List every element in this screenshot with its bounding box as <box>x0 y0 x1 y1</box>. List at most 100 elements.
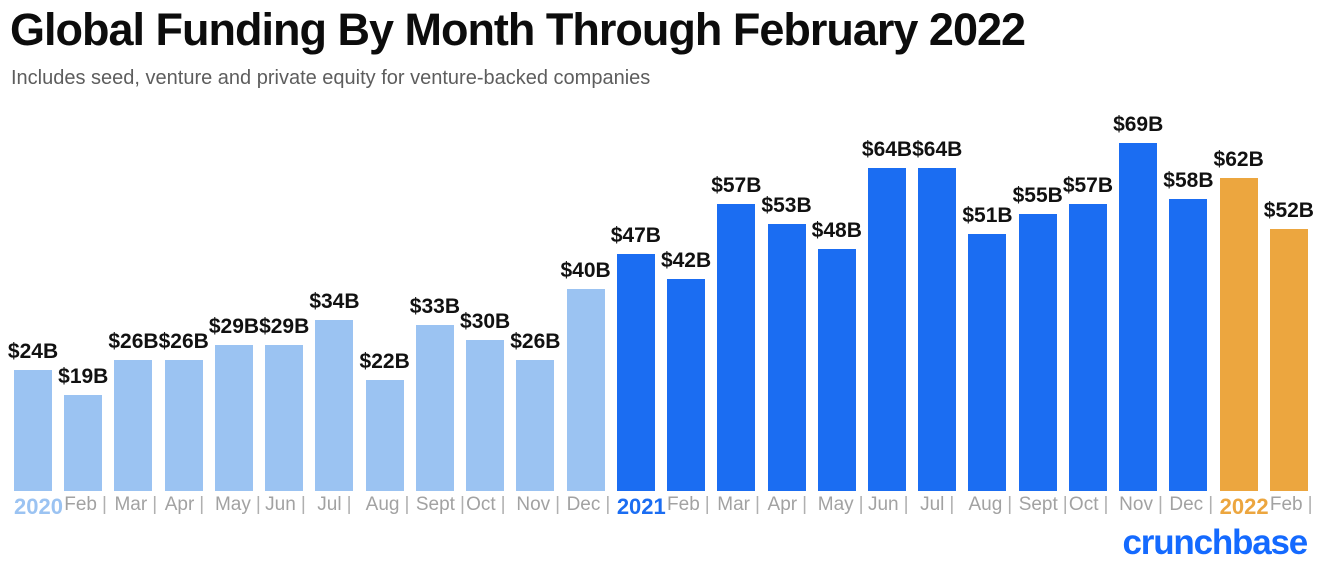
axis-year-label-2021: 2021 <box>617 494 666 520</box>
axis-tick-separator: | <box>459 494 465 515</box>
axis-tick-separator: | <box>555 494 561 515</box>
bar-column-2020-feb: $19B <box>58 365 108 491</box>
axis-label-text: Oct <box>1068 494 1099 515</box>
axis-label-text: Apr <box>164 494 195 515</box>
bar-2021-mar <box>717 203 756 491</box>
bar-2022-jan <box>1219 178 1258 491</box>
bar-column-2021-mar: $57B <box>711 174 761 491</box>
bar-2020-apr <box>164 359 203 491</box>
chart-title: Global Funding By Month Through February… <box>10 4 1026 55</box>
axis-tick-separator: | <box>704 494 710 515</box>
axis-month-label: Sept | <box>416 494 465 520</box>
bar-2020-jun <box>265 344 304 491</box>
bar-value-label: $29B <box>208 314 260 338</box>
axis-tick-separator: | <box>605 494 611 515</box>
axis-label-text: 2022 <box>1219 494 1269 519</box>
axis-label-text: May <box>214 494 251 515</box>
bar-value-label: $33B <box>409 294 460 318</box>
axis-label-text: Feb <box>1269 494 1303 515</box>
axis-month-label: Jun | <box>265 494 306 520</box>
bar-value-label: $40B <box>560 259 611 283</box>
bar-column-2020-jul: $34B <box>309 290 360 491</box>
bar-column-2021-oct: $57B <box>1063 174 1113 491</box>
bar-column-2022-jan: $62B <box>1214 148 1264 491</box>
axis-month-label: Jul | <box>315 494 353 520</box>
axis-month-label: Apr | <box>768 494 808 520</box>
bar-2021-sept <box>1018 213 1057 491</box>
bar-column-2021-apr: $53B <box>761 194 812 491</box>
axis-label-text: Jul <box>920 494 945 515</box>
bar-value-label: $52B <box>1263 198 1314 222</box>
axis-tick-separator: | <box>1007 494 1013 515</box>
bar-column-2020-may: $29B <box>209 315 259 491</box>
axis-month-label: May | <box>214 494 261 520</box>
bar-value-label: $19B <box>58 365 109 389</box>
axis-label-text: Mar <box>717 494 751 515</box>
bar-value-label: $26B <box>510 329 561 353</box>
axis-month-label: Mar | <box>114 494 157 520</box>
bar-2021-jan <box>616 254 655 491</box>
bar-value-label: $47B <box>610 224 661 247</box>
bar-value-label: $24B <box>7 340 59 363</box>
bar-column-2021-may: $48B <box>812 219 862 491</box>
axis-month-label: Aug | <box>968 494 1012 520</box>
axis-label-text: Feb <box>64 494 97 515</box>
axis-label-text: Jun <box>265 494 296 515</box>
bar-column-2020-mar: $26B <box>108 330 159 491</box>
bar-value-label: $30B <box>460 309 511 333</box>
axis-label-text: Jun <box>867 494 899 515</box>
bar-2021-apr <box>767 223 806 491</box>
bar-value-label: $62B <box>1213 148 1264 172</box>
bar-column-2020-dec: $40B <box>560 259 611 491</box>
bar-value-label: $22B <box>359 350 410 373</box>
axis-label-text: Nov <box>1119 494 1153 515</box>
axis-tick-separator: | <box>199 494 205 515</box>
crunchbase-logo: crunchbase <box>1122 523 1309 562</box>
bar-2020-mar <box>114 359 153 491</box>
axis-label-text: Dec <box>566 494 601 515</box>
axis-tick-separator: | <box>346 494 352 515</box>
bar-value-label: $42B <box>660 249 712 273</box>
axis-tick-separator: | <box>500 494 506 515</box>
bar-2020-aug <box>365 380 404 491</box>
bar-2020-oct <box>466 339 505 491</box>
axis-tick-separator: | <box>1157 494 1163 515</box>
axis-label-text: Sept <box>1018 494 1058 515</box>
axis-label-text: Nov <box>516 494 551 515</box>
bar-2022-feb <box>1269 228 1308 491</box>
bar-2020-may <box>214 344 253 491</box>
axis-year-label-2022: 2022 <box>1220 494 1269 520</box>
bar-column-2021-aug: $51B <box>962 204 1013 491</box>
bar-value-label: $58B <box>1163 168 1214 192</box>
bar-2021-aug <box>968 233 1007 491</box>
axis-tick-separator: | <box>1103 494 1109 515</box>
bar-2020-jul <box>315 319 354 491</box>
axis-label-text: Mar <box>114 494 148 515</box>
bar-column-2020-oct: $30B <box>460 310 510 491</box>
axis-label-text: Aug <box>365 494 400 515</box>
bar-2021-may <box>817 248 856 491</box>
bar-2021-nov <box>1119 143 1158 491</box>
bar-2021-oct <box>1068 203 1107 491</box>
axis-label-text: Dec <box>1169 494 1204 515</box>
axis-month-label: Mar | <box>717 494 760 520</box>
bar-value-label: $34B <box>309 289 360 313</box>
axis-month-label: Nov | <box>516 494 560 520</box>
axis-month-label: Feb | <box>64 494 107 520</box>
axis-label-text: Oct <box>466 494 496 515</box>
bar-2021-dec <box>1169 198 1208 491</box>
bar-2020-sept <box>415 324 454 491</box>
axis-tick-separator: | <box>1062 494 1068 515</box>
bar-value-label: $55B <box>1012 183 1063 207</box>
axis-month-label: Apr | <box>164 494 205 520</box>
bar-column-2021-jan: $47B <box>611 224 661 491</box>
axis-tick-separator: | <box>903 494 909 515</box>
axis-tick-separator: | <box>255 494 261 515</box>
axis-month-label: Dec | <box>566 494 611 520</box>
axis-label-text: Feb <box>667 494 700 515</box>
bar-value-label: $57B <box>711 173 762 197</box>
bar-column-2020-apr: $26B <box>159 330 209 491</box>
bar-column-2021-jun: $64B <box>862 138 912 491</box>
axis-month-label: Feb | <box>1269 494 1313 520</box>
axis-label-text: May <box>817 494 854 515</box>
